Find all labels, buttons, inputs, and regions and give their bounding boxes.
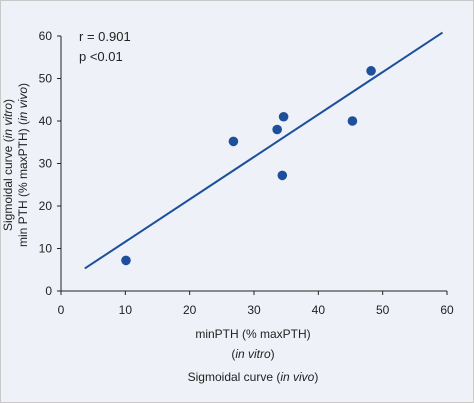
x-tick-label: 10 [119,303,133,317]
y-axis-title: Sigmoidal curve (in vitro) min PTH (% ma… [1,83,30,247]
x-axis-title-line2-suffix: ) [271,347,275,361]
data-point [278,111,289,122]
data-point [272,124,282,135]
y-axis-title-line2-prefix: min PTH (% maxPTH) ( [16,121,30,247]
x-axis-title-line1: minPTH (% maxPTH) [195,327,310,341]
x-tick-label: 20 [183,303,197,317]
x-ticks: 0 10 20 30 40 50 60 [58,291,454,317]
data-point [366,66,376,76]
x-axis-title-line3-prefix: Sigmoidal curve ( [188,370,281,384]
x-tick-label: 40 [312,303,326,317]
regression-line [84,31,444,270]
x-axis-title-line3: Sigmoidal curve (in vivo) [188,370,319,384]
x-axis-title: minPTH (% maxPTH) (in vitro) Sigmoidal c… [188,327,319,384]
stats-annotations: r = 0.901 p <0.01 [79,29,131,64]
x-tick-label: 0 [58,303,65,317]
x-axis-title-line2-italic: in vitro [235,347,271,361]
y-axis-title-line1-italic: in vitro [1,103,15,139]
x-tick-label: 50 [376,303,390,317]
x-tick-label: 30 [247,303,261,317]
axes [60,36,447,292]
plot-area [84,31,444,270]
y-axis-title-line1: Sigmoidal curve (in vitro) [1,99,15,231]
p-value-label: p <0.01 [79,49,123,64]
data-point [277,170,288,181]
x-axis-title-line3-italic: in vivo [280,370,314,384]
x-axis-title-line3-suffix: ) [314,370,318,384]
data-point [347,116,358,126]
x-axis-title-line2-prefix: ( [231,347,235,361]
correlation-label: r = 0.901 [79,29,131,44]
y-axis-title-line1-suffix: ) [1,99,15,103]
y-ticks: 0 10 20 30 40 50 60 [39,29,61,298]
y-tick-label: 0 [45,284,52,298]
y-axis-title-line2: min PTH (% maxPTH) (in vivo) [16,83,30,247]
y-axis-title-line2-suffix: ) [16,83,30,87]
x-axis-title-line2: (in vitro) [231,347,274,361]
y-tick-label: 30 [39,157,53,171]
y-tick-label: 50 [39,72,53,86]
y-tick-label: 10 [39,242,53,256]
y-axis-title-line1-prefix: Sigmoidal curve ( [1,138,15,231]
y-tick-label: 60 [39,29,53,43]
y-tick-label: 20 [39,199,53,213]
data-point [228,136,239,147]
x-tick-label: 60 [440,303,454,317]
y-tick-label: 40 [39,114,53,128]
y-axis-title-line2-italic: in vivo [16,87,30,121]
data-point [121,255,131,266]
